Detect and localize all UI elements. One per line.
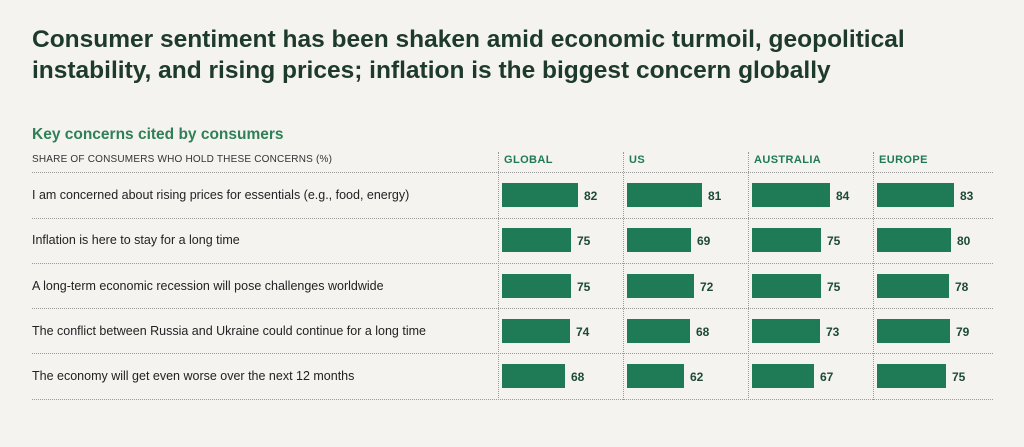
bar-australia-2 xyxy=(752,274,821,298)
value-label: 72 xyxy=(700,280,714,294)
bar-global-4 xyxy=(502,364,565,388)
row-divider xyxy=(32,399,993,400)
bar-us-0 xyxy=(627,183,702,207)
value-label: 75 xyxy=(952,370,966,384)
bar-europe-3 xyxy=(877,319,950,343)
page-title: Consumer sentiment has been shaken amid … xyxy=(32,26,905,84)
column-divider xyxy=(748,152,749,400)
bar-europe-1 xyxy=(877,228,951,252)
row-label: A long-term economic recession will pose… xyxy=(32,279,384,293)
value-label: 62 xyxy=(690,370,704,384)
column-header-europe: EUROPE xyxy=(879,154,928,166)
value-label: 75 xyxy=(827,234,841,248)
row-label: The conflict between Russia and Ukraine … xyxy=(32,324,426,338)
value-label: 67 xyxy=(820,370,834,384)
value-label: 75 xyxy=(577,234,591,248)
bar-australia-0 xyxy=(752,183,830,207)
value-label: 69 xyxy=(697,234,711,248)
bar-europe-4 xyxy=(877,364,946,388)
bar-global-0 xyxy=(502,183,578,207)
value-label: 82 xyxy=(584,189,598,203)
bar-global-1 xyxy=(502,228,571,252)
value-label: 84 xyxy=(836,189,850,203)
row-divider xyxy=(32,172,993,173)
row-divider xyxy=(32,218,993,219)
column-divider xyxy=(873,152,874,400)
row-label: I am concerned about rising prices for e… xyxy=(32,188,410,202)
value-label: 73 xyxy=(826,325,840,339)
row-label: The economy will get even worse over the… xyxy=(32,369,355,383)
value-label: 83 xyxy=(960,189,974,203)
bar-global-3 xyxy=(502,319,570,343)
column-header-australia: AUSTRALIA xyxy=(754,154,822,166)
bar-us-1 xyxy=(627,228,691,252)
bar-global-2 xyxy=(502,274,571,298)
value-label: 68 xyxy=(571,370,585,384)
value-label: 80 xyxy=(957,234,971,248)
value-label: 75 xyxy=(827,280,841,294)
column-divider xyxy=(498,152,499,400)
column-header-us: US xyxy=(629,154,646,166)
bar-us-2 xyxy=(627,274,694,298)
bar-europe-0 xyxy=(877,183,954,207)
value-label: 75 xyxy=(577,280,591,294)
bar-australia-3 xyxy=(752,319,820,343)
bar-us-4 xyxy=(627,364,684,388)
value-label: 68 xyxy=(696,325,710,339)
row-divider xyxy=(32,263,993,264)
column-divider xyxy=(623,152,624,400)
row-label: Inflation is here to stay for a long tim… xyxy=(32,233,240,247)
value-label: 79 xyxy=(956,325,970,339)
value-label: 78 xyxy=(955,280,969,294)
measure-label: SHARE OF CONSUMERS WHO HOLD THESE CONCER… xyxy=(32,154,333,165)
chart-title: Key concerns cited by consumers xyxy=(32,126,284,143)
bar-us-3 xyxy=(627,319,690,343)
bar-europe-2 xyxy=(877,274,949,298)
bar-australia-1 xyxy=(752,228,821,252)
bar-australia-4 xyxy=(752,364,814,388)
value-label: 74 xyxy=(576,325,590,339)
value-label: 81 xyxy=(708,189,722,203)
row-divider xyxy=(32,308,993,309)
column-header-global: GLOBAL xyxy=(504,154,553,166)
row-divider xyxy=(32,353,993,354)
